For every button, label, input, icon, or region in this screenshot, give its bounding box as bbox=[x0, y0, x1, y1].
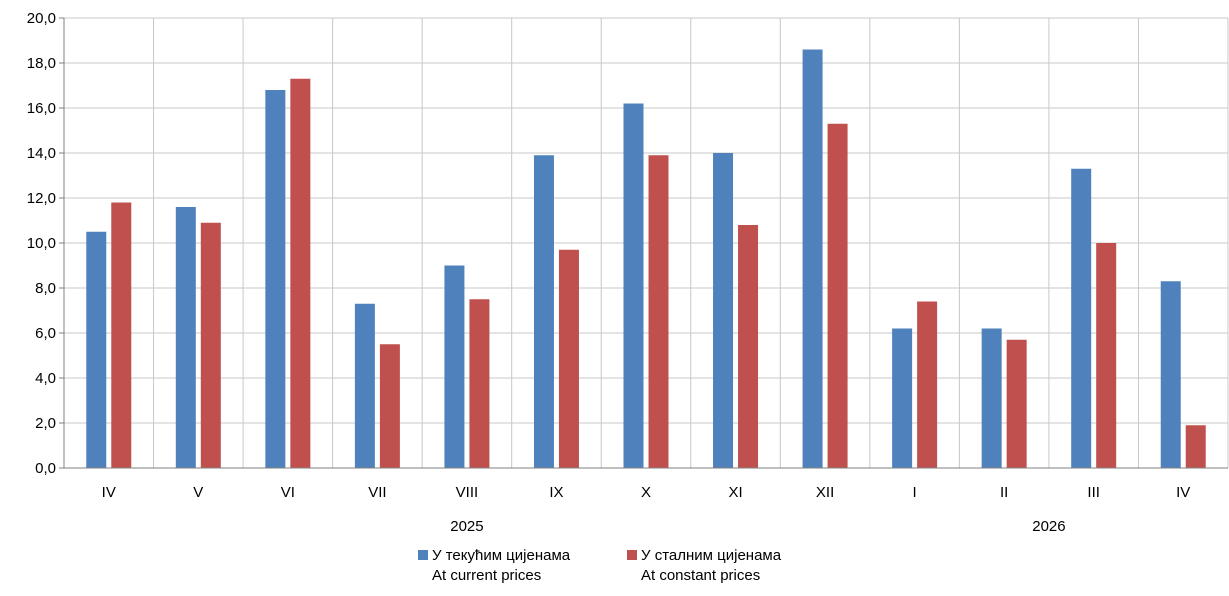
x-tick-label: IV bbox=[102, 484, 116, 501]
bar-constant-10 bbox=[1006, 339, 1027, 468]
legend: У текућим цијенама At current prices У с… bbox=[0, 546, 1229, 596]
gridlines bbox=[64, 17, 1229, 468]
year-label: 2026 bbox=[1032, 518, 1065, 535]
y-tick-labels: 0,0 2,0 4,0 6,0 8,0 10,0 12,0 14,0 16,0 18,0 20,0 bbox=[27, 10, 56, 477]
y-tick-label: 20,0 bbox=[27, 10, 56, 27]
x-tick-label: XI bbox=[728, 484, 742, 501]
y-tick-label: 18,0 bbox=[27, 55, 56, 72]
x-tick-label: VI bbox=[281, 484, 295, 501]
x-tick-label: I bbox=[913, 484, 917, 501]
x-tick-label: V bbox=[193, 484, 203, 501]
y-tick-label: 2,0 bbox=[35, 415, 56, 432]
bar-current-3 bbox=[354, 303, 375, 468]
legend-label-current-en: At current prices bbox=[432, 567, 542, 584]
x-tick-labels: IV V VI VII VIII IX X XI XII I II III IV bbox=[102, 484, 1191, 501]
bar-current-1 bbox=[175, 207, 196, 468]
bar-current-0 bbox=[86, 231, 107, 468]
bar-constant-11 bbox=[1096, 243, 1117, 468]
bar-constant-5 bbox=[558, 249, 579, 468]
x-tick-label: IV bbox=[1176, 484, 1190, 501]
bar-current-5 bbox=[533, 155, 554, 468]
legend-label-constant-en: At constant prices bbox=[641, 567, 761, 584]
bar-current-12 bbox=[1160, 281, 1181, 468]
bar-current-11 bbox=[1071, 168, 1092, 468]
y-tick-label: 0,0 bbox=[35, 460, 56, 477]
bar-constant-12 bbox=[1185, 425, 1206, 468]
y-tick-label: 10,0 bbox=[27, 235, 56, 252]
x-tick-label: II bbox=[1000, 484, 1008, 501]
y-tick-label: 6,0 bbox=[35, 325, 56, 342]
bar-constant-4 bbox=[469, 299, 490, 468]
bar-current-2 bbox=[265, 90, 286, 468]
bars bbox=[86, 49, 1206, 468]
legend-item-current: У текућим цијенама At current prices bbox=[418, 546, 570, 586]
legend-label-current: У текућим цијенама bbox=[432, 547, 571, 564]
bar-current-7 bbox=[713, 153, 734, 468]
bar-current-6 bbox=[623, 103, 644, 468]
year-label: 2025 bbox=[450, 518, 483, 535]
x-tick-label: VII bbox=[368, 484, 386, 501]
year-labels: 2025 2026 bbox=[450, 518, 1065, 535]
legend-swatch-constant bbox=[627, 550, 637, 560]
bar-current-9 bbox=[892, 328, 913, 468]
axes bbox=[59, 17, 1228, 469]
bar-current-4 bbox=[444, 265, 465, 468]
y-tick-label: 16,0 bbox=[27, 100, 56, 117]
bar-constant-7 bbox=[738, 225, 759, 468]
bar-constant-3 bbox=[379, 344, 400, 468]
bar-constant-1 bbox=[200, 222, 221, 468]
y-tick-label: 8,0 bbox=[35, 280, 56, 297]
x-tick-label: XII bbox=[816, 484, 834, 501]
legend-label-constant: У сталним цијенама bbox=[641, 547, 782, 564]
bar-constant-6 bbox=[648, 155, 669, 468]
bar-constant-2 bbox=[290, 78, 311, 468]
bar-constant-0 bbox=[111, 202, 132, 468]
bar-constant-8 bbox=[827, 123, 848, 468]
legend-item-constant: У сталним цијенама At constant prices bbox=[627, 546, 781, 586]
bar-current-10 bbox=[981, 328, 1002, 468]
x-tick-label: III bbox=[1087, 484, 1100, 501]
legend-swatch-current bbox=[418, 550, 428, 560]
x-tick-label: X bbox=[641, 484, 651, 501]
bar-current-8 bbox=[802, 49, 823, 468]
x-tick-label: VIII bbox=[456, 484, 479, 501]
x-tick-label: IX bbox=[549, 484, 563, 501]
bar-constant-9 bbox=[917, 301, 938, 468]
y-tick-label: 4,0 bbox=[35, 370, 56, 387]
y-tick-label: 14,0 bbox=[27, 145, 56, 162]
y-tick-label: 12,0 bbox=[27, 190, 56, 207]
